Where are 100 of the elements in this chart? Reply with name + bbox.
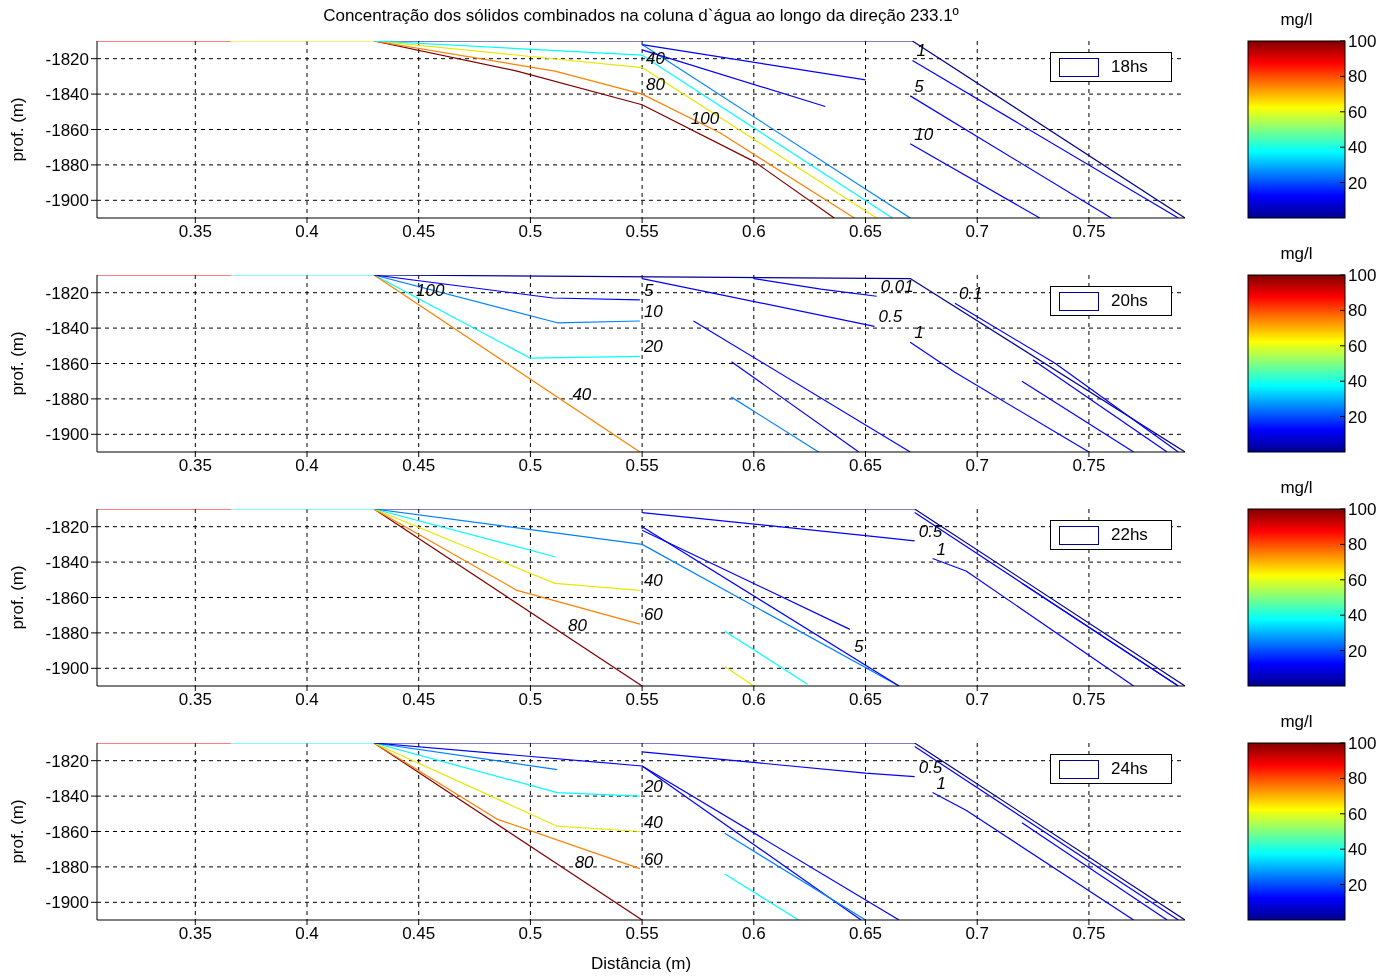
- y-tick-label: -1880: [45, 623, 89, 643]
- x-tick-label: 0.75: [1072, 690, 1106, 710]
- color-bar-label: 100: [1348, 266, 1377, 285]
- color-bar-label: 80: [1348, 67, 1367, 87]
- x-tick-label: 0.55: [625, 924, 659, 944]
- color-bar-label: 80: [1348, 301, 1367, 321]
- x-tick-label: 0.7: [965, 690, 990, 710]
- color-bar-label: 80: [1348, 769, 1367, 789]
- legend-label: 24hs: [1111, 759, 1148, 779]
- x-tick-label: 0.5: [518, 456, 543, 476]
- color-bar-label: 40: [1348, 606, 1367, 626]
- chart-title: Concentração dos sólidos combinados na coluna d`água ao longo da direção 233.1º: [322, 6, 960, 26]
- color-bar-title: mg/l: [1280, 244, 1313, 263]
- annotation: 0.5: [918, 521, 943, 541]
- color-bar-label: 20: [1348, 173, 1367, 193]
- annotation: 0.01: [880, 277, 914, 297]
- x-tick-label: 0.55: [625, 690, 659, 710]
- color-bar-title: mg/l: [1280, 712, 1313, 731]
- color-bar-label: 60: [1348, 336, 1367, 356]
- y-tick-label: -1900: [45, 425, 89, 445]
- x-tick-label: 0.55: [625, 222, 659, 242]
- x-tick-label: 0.7: [965, 456, 990, 476]
- y-tick-label: -1840: [45, 553, 89, 573]
- x-axis-title: Distância (m): [589, 954, 693, 974]
- annotation: 60: [643, 849, 664, 869]
- color-bar-label: 60: [1348, 570, 1367, 590]
- x-tick-label: 0.75: [1072, 924, 1106, 944]
- color-bar-label: 80: [1348, 535, 1367, 555]
- legend-label: 22hs: [1111, 525, 1148, 545]
- x-tick-label: 0.45: [402, 690, 436, 710]
- y-tick-label: -1900: [45, 659, 89, 679]
- x-tick-label: 0.45: [402, 456, 436, 476]
- x-tick-label: 0.35: [178, 690, 212, 710]
- annotation: 1: [916, 41, 926, 61]
- color-bar-title: mg/l: [1280, 10, 1313, 29]
- x-tick-label: 0.6: [742, 924, 766, 944]
- x-tick-label: 0.65: [848, 690, 883, 710]
- x-tick-label: 0.7: [965, 222, 990, 242]
- annotation: 80: [567, 615, 588, 635]
- color-bar-title: mg/l: [1280, 478, 1313, 497]
- x-tick-label: 0.7: [965, 924, 990, 944]
- y-tick-label: -1840: [45, 85, 89, 105]
- y-axis-title: prof. (m): [8, 565, 28, 630]
- annotation: 40: [643, 812, 664, 832]
- x-tick-label: 0.65: [848, 222, 883, 242]
- y-axis-title: prof. (m): [8, 97, 28, 162]
- x-tick-label: 0.4: [295, 924, 319, 944]
- x-tick-label: 0.55: [625, 456, 659, 476]
- color-bar-label: 40: [1348, 372, 1367, 392]
- annotation: 100: [690, 108, 720, 128]
- x-tick-label: 0.5: [518, 690, 543, 710]
- x-tick-label: 0.6: [742, 222, 766, 242]
- annotation: 0.5: [878, 307, 903, 327]
- x-tick-label: 0.45: [402, 924, 436, 944]
- annotation: 20: [642, 337, 664, 357]
- annotation: 1: [936, 539, 947, 559]
- x-tick-label: 0.4: [295, 222, 319, 242]
- x-tick-label: 0.35: [178, 222, 212, 242]
- y-tick-label: -1880: [45, 155, 89, 175]
- y-tick-label: -1860: [45, 120, 89, 140]
- annotation: 0.1: [958, 284, 983, 304]
- annotation: 40: [572, 385, 592, 405]
- legend-label: 20hs: [1111, 291, 1148, 311]
- color-bar-label: 60: [1348, 102, 1367, 122]
- color-bar-label: 40: [1348, 840, 1367, 860]
- y-tick-label: -1840: [45, 319, 89, 339]
- x-tick-label: 0.65: [848, 924, 883, 944]
- color-bar-label: 100: [1348, 32, 1377, 51]
- y-tick-label: -1860: [45, 588, 89, 608]
- x-tick-label: 0.5: [518, 924, 543, 944]
- annotation: 20: [642, 777, 664, 797]
- y-tick-label: -1860: [45, 822, 89, 842]
- x-tick-label: 0.45: [402, 222, 436, 242]
- y-tick-label: -1860: [45, 354, 89, 374]
- color-bar-label: 40: [1348, 138, 1367, 158]
- legend-label: 18hs: [1111, 57, 1148, 77]
- color-bar-label: 20: [1348, 641, 1367, 661]
- annotation: 5: [853, 636, 864, 656]
- x-tick-label: 0.35: [178, 924, 212, 944]
- y-tick-label: -1820: [45, 49, 89, 69]
- color-bar-label: 100: [1348, 500, 1377, 519]
- x-tick-label: 0.6: [742, 690, 766, 710]
- x-tick-label: 0.35: [178, 456, 212, 476]
- x-tick-label: 0.4: [295, 690, 319, 710]
- annotation: 80: [574, 853, 595, 873]
- y-axis-title: prof. (m): [8, 331, 28, 396]
- y-tick-label: -1900: [45, 893, 89, 913]
- x-tick-label: 0.4: [295, 456, 319, 476]
- x-tick-label: 0.75: [1072, 222, 1106, 242]
- color-bar-label: 20: [1348, 875, 1367, 895]
- y-tick-label: -1880: [45, 389, 89, 409]
- color-bar-label: 100: [1348, 734, 1377, 753]
- annotation: 40: [643, 571, 664, 591]
- annotation: 5: [643, 280, 654, 300]
- annotation: 10: [914, 124, 934, 144]
- y-tick-label: -1820: [45, 283, 89, 303]
- x-tick-label: 0.5: [518, 222, 543, 242]
- annotation: 5: [914, 76, 925, 96]
- x-tick-label: 0.65: [848, 456, 883, 476]
- annotation: 60: [643, 605, 664, 625]
